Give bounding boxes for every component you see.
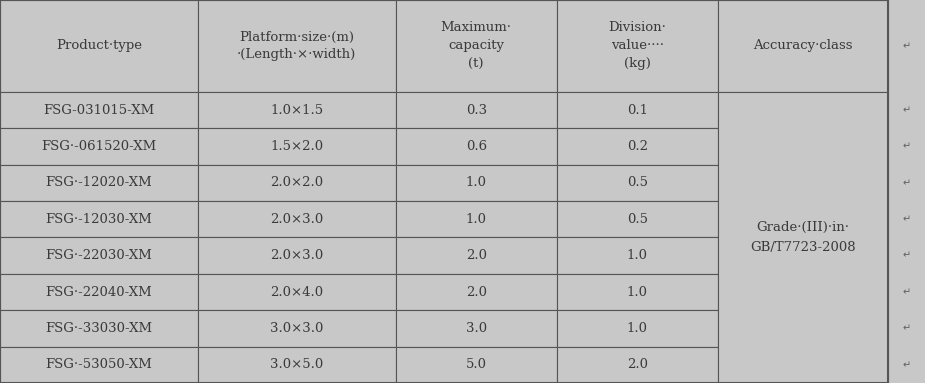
Text: ↵: ↵ [903,141,910,152]
Text: ↵: ↵ [903,360,910,370]
Text: Platform·size·(m)
·(Length·×·width): Platform·size·(m) ·(Length·×·width) [237,31,356,61]
Bar [0,347,198,383]
Text: FSG-031015-XM: FSG-031015-XM [43,104,154,116]
Bar [396,165,557,201]
Bar [718,92,888,383]
Text: Accuracy·class: Accuracy·class [753,39,853,52]
Text: 0.1: 0.1 [627,104,648,116]
Text: FSG·-22030-XM: FSG·-22030-XM [45,249,153,262]
Bar [0,201,198,237]
Bar [0,274,198,310]
Text: FSG·-12030-XM: FSG·-12030-XM [45,213,153,226]
Bar [396,310,557,347]
Text: Grade·(III)·in·
GB/T7723-2008: Grade·(III)·in· GB/T7723-2008 [750,221,856,254]
Bar [557,92,718,128]
Bar [198,310,396,347]
Text: 3.0: 3.0 [465,322,487,335]
Text: FSG·-33030-XM: FSG·-33030-XM [45,322,153,335]
Text: 1.0: 1.0 [627,249,648,262]
Bar [557,310,718,347]
Text: 2.0: 2.0 [627,358,648,371]
Bar [198,274,396,310]
Text: 0.5: 0.5 [627,213,648,226]
Bar [396,237,557,274]
Bar [557,274,718,310]
Bar [198,128,396,165]
Text: Product·type: Product·type [56,39,142,52]
Bar [557,128,718,165]
Bar [396,201,557,237]
Bar [557,0,718,92]
Text: 1.0×1.5: 1.0×1.5 [270,104,324,116]
Text: 0.6: 0.6 [465,140,487,153]
Bar [396,347,557,383]
Bar [198,165,396,201]
Text: 3.0×5.0: 3.0×5.0 [270,358,324,371]
Text: Division·
value····
(kg): Division· value···· (kg) [609,21,666,70]
Bar [557,201,718,237]
Text: 5.0: 5.0 [465,358,487,371]
Text: ↵: ↵ [903,250,910,261]
Text: FSG·-12020-XM: FSG·-12020-XM [45,177,153,189]
Bar [0,92,198,128]
Text: 1.5×2.0: 1.5×2.0 [270,140,324,153]
Bar [718,0,888,92]
Bar [0,0,198,92]
Bar [198,347,396,383]
Text: 2.0×3.0: 2.0×3.0 [270,213,324,226]
Text: Maximum·
capacity
(t): Maximum· capacity (t) [440,21,512,70]
Bar [198,201,396,237]
Text: 1.0: 1.0 [627,286,648,298]
Bar [0,128,198,165]
Text: 1.0: 1.0 [627,322,648,335]
Text: ↵: ↵ [903,214,910,224]
Text: ↵: ↵ [903,287,910,297]
Text: 2.0×4.0: 2.0×4.0 [270,286,324,298]
Text: 0.2: 0.2 [627,140,648,153]
Bar [557,237,718,274]
Text: 1.0: 1.0 [465,213,487,226]
Text: ↵: ↵ [903,178,910,188]
Bar [396,274,557,310]
Text: FSG·-061520-XM: FSG·-061520-XM [42,140,156,153]
Text: 2.0: 2.0 [465,286,487,298]
Bar [396,0,557,92]
Text: 3.0×3.0: 3.0×3.0 [270,322,324,335]
Bar [198,0,396,92]
Text: 1.0: 1.0 [465,177,487,189]
Text: FSG·-53050-XM: FSG·-53050-XM [45,358,153,371]
Text: 2.0×3.0: 2.0×3.0 [270,249,324,262]
Text: FSG·-22040-XM: FSG·-22040-XM [45,286,153,298]
Bar [0,165,198,201]
Text: ↵: ↵ [903,105,910,115]
Bar [557,165,718,201]
Bar [198,92,396,128]
Bar [557,347,718,383]
Bar [0,237,198,274]
Text: 2.0×2.0: 2.0×2.0 [270,177,324,189]
Text: 0.3: 0.3 [465,104,487,116]
Bar [396,92,557,128]
Bar [396,128,557,165]
Text: 0.5: 0.5 [627,177,648,189]
Text: ↵: ↵ [903,323,910,334]
Bar [198,237,396,274]
Text: 2.0: 2.0 [465,249,487,262]
Bar [0,310,198,347]
Text: ↵: ↵ [903,41,910,51]
